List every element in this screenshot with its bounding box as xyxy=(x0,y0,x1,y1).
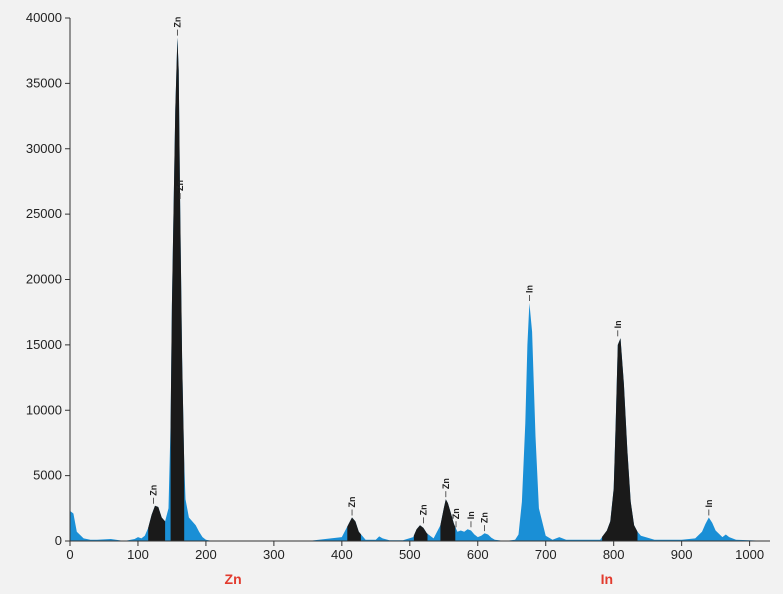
peak-label: Zn xyxy=(149,485,159,496)
y-tick-label: 10000 xyxy=(26,402,62,417)
x-tick-label: 400 xyxy=(331,547,353,562)
peak-region-1 xyxy=(148,505,166,541)
annotations: Zn In Zn Zn Zn Zn Zn Zn Zn In Zn In In In xyxy=(149,17,714,587)
peak-label: Zn xyxy=(172,17,182,28)
x-tick-label: 700 xyxy=(535,547,557,562)
x-tick-label: 600 xyxy=(467,547,489,562)
peak-label: In xyxy=(524,285,534,293)
x-tick-label: 1000 xyxy=(735,547,764,562)
y-tick-label: 35000 xyxy=(26,75,62,90)
y-tick-label: 20000 xyxy=(26,272,62,287)
peak-region-3 xyxy=(347,517,361,541)
element-label: Zn xyxy=(225,571,242,587)
x-tick-label: 100 xyxy=(127,547,149,562)
y-tick-label: 40000 xyxy=(26,10,62,25)
plot-area xyxy=(70,37,770,541)
peak-region-5 xyxy=(440,499,456,541)
peak-label: In xyxy=(466,511,476,519)
peak-region-4 xyxy=(413,525,428,541)
element-label: In xyxy=(601,571,613,587)
peak-label: Zn xyxy=(175,180,185,191)
peak-label: Zn xyxy=(451,508,461,519)
axes: 0500010000150002000025000300003500040000… xyxy=(26,10,770,562)
peak-label: Zn xyxy=(441,478,451,489)
y-tick-label: 15000 xyxy=(26,337,62,352)
peak-label: In xyxy=(613,320,623,328)
y-tick-label: 30000 xyxy=(26,141,62,156)
x-tick-label: 300 xyxy=(263,547,285,562)
y-tick-label: 25000 xyxy=(26,206,62,221)
x-tick-label: 200 xyxy=(195,547,217,562)
x-tick-label: 0 xyxy=(66,547,73,562)
y-tick-label: 5000 xyxy=(33,468,62,483)
y-tick-label: 0 xyxy=(55,533,62,548)
peak-label: Zn xyxy=(480,512,490,523)
peak-label: Zn xyxy=(418,504,428,515)
x-tick-label: 800 xyxy=(603,547,625,562)
x-tick-label: 500 xyxy=(399,547,421,562)
peak-label: In xyxy=(704,499,714,507)
peak-label: Zn xyxy=(347,496,357,507)
x-tick-label: 900 xyxy=(671,547,693,562)
peak-region-6 xyxy=(602,338,638,541)
peak-region-2 xyxy=(170,37,185,541)
